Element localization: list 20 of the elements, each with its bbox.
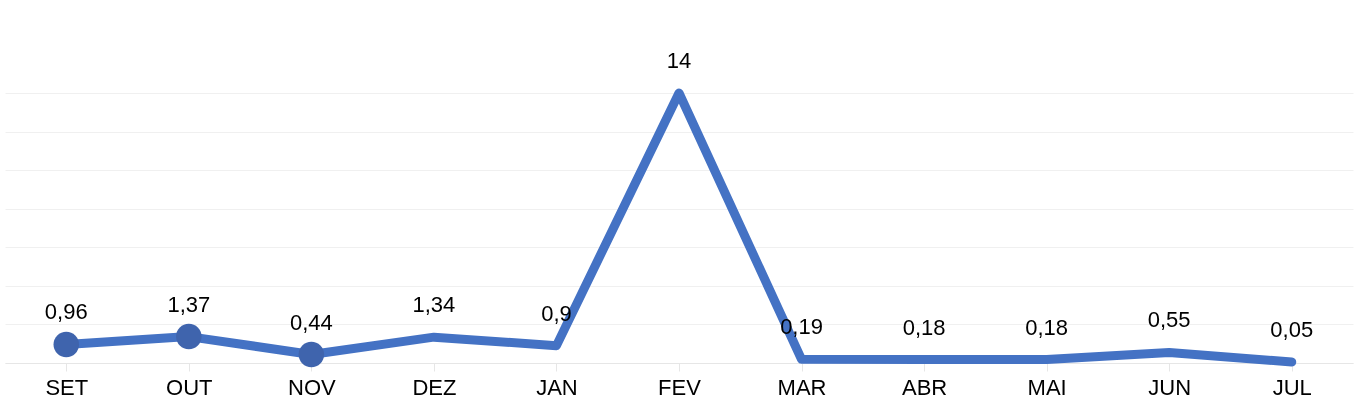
x-tick-label: OUT bbox=[166, 374, 213, 400]
x-tick-label: NOV bbox=[288, 374, 337, 400]
x-tick-label: JAN bbox=[536, 374, 578, 400]
x-tick-label: FEV bbox=[658, 374, 702, 400]
data-label: 0,55 bbox=[1147, 307, 1191, 333]
data-label: 14 bbox=[666, 48, 692, 73]
x-tick-label: ABR bbox=[901, 374, 948, 400]
data-label: 0,05 bbox=[1270, 317, 1314, 343]
x-tick-label: MAI bbox=[1027, 374, 1067, 400]
data-label: 0,96 bbox=[44, 299, 88, 325]
x-tick-label: JUL bbox=[1272, 374, 1312, 400]
data-label: 0,18 bbox=[1025, 314, 1069, 340]
data-label: 0,44 bbox=[289, 309, 333, 335]
data-label: 1,37 bbox=[167, 291, 211, 317]
data-label: 0,18 bbox=[902, 314, 946, 340]
x-tick-label: JUN bbox=[1148, 374, 1192, 400]
x-tick-label: DEZ bbox=[412, 374, 457, 400]
x-tick-label: SET bbox=[45, 374, 89, 400]
x-tick-label: MAR bbox=[777, 374, 827, 400]
data-label: 1,34 bbox=[412, 292, 456, 318]
